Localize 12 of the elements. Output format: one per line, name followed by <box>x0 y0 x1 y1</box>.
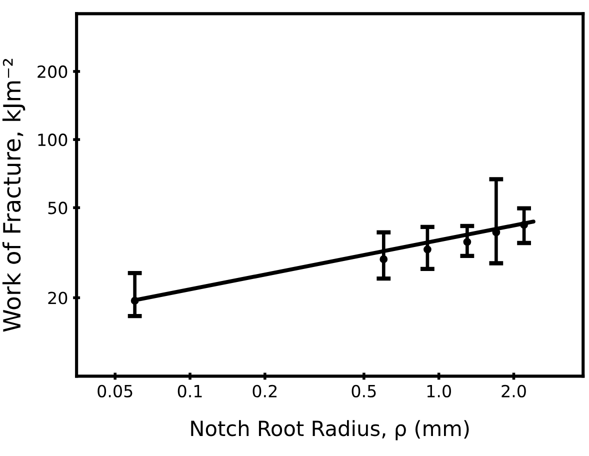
x-tick-label: 1.0 <box>427 384 451 398</box>
y-tick-label: 20 <box>48 292 68 304</box>
y-axis-title: Work of Fracture, kJm⁻² <box>2 58 26 332</box>
x-tick-label: 0.05 <box>98 384 132 398</box>
x-tick-label: 0.2 <box>252 384 277 398</box>
x-tick-label: 0.1 <box>178 384 202 398</box>
x-tick-label: 2.0 <box>502 384 526 398</box>
x-tick-label: 0.5 <box>352 384 376 398</box>
x-axis-title: Notch Root Radius, ρ (mm) <box>191 420 469 440</box>
y-tick-label: 50 <box>48 202 68 214</box>
y-tick-label: 100 <box>38 134 68 146</box>
y-tick-label: 200 <box>38 65 68 78</box>
